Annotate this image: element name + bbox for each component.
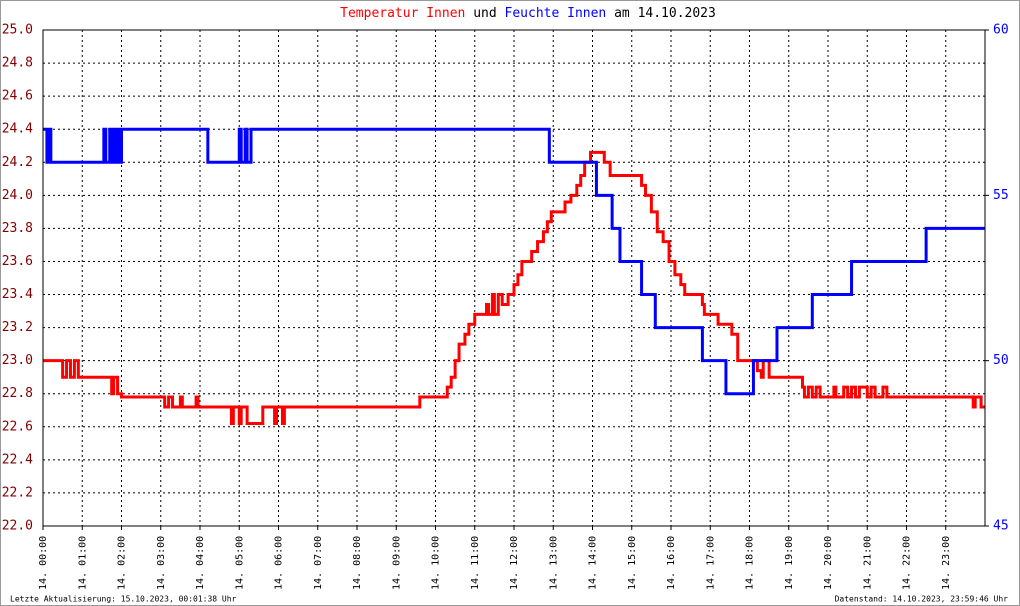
x-tick-label: 14. 02:00 [117, 536, 128, 590]
x-tick-label: 14. 15:00 [627, 536, 638, 590]
x-tick-label: 14. 20:00 [823, 536, 834, 590]
y-tick-label: 23.2 [2, 320, 33, 335]
y-tick-label: 25.0 [2, 23, 33, 38]
x-tick-label: 14. 14:00 [588, 536, 599, 590]
footer-left: Letzte Aktualisierung: 15.10.2023, 00:01… [10, 595, 237, 604]
y-tick-label: 23.0 [2, 353, 33, 368]
x-tick-label: 14. 22:00 [902, 536, 913, 590]
x-tick-label: 14. 23:00 [941, 536, 952, 590]
x-tick-label: 14. 03:00 [156, 536, 167, 590]
y-tick-label: 22.8 [2, 386, 33, 401]
x-tick-label: 14. 18:00 [745, 536, 756, 590]
x-tick-label: 14. 00:00 [38, 536, 49, 590]
x-tick-label: 14. 01:00 [77, 536, 88, 590]
x-tick-label: 14. 08:00 [352, 536, 363, 590]
title-series-1: Temperatur Innen [340, 6, 465, 21]
y-tick-label: 23.4 [2, 287, 33, 302]
y-tick-label: 22.6 [2, 419, 33, 434]
y-tick-label: 22.2 [2, 485, 33, 500]
x-tick-label: 14. 13:00 [548, 536, 559, 590]
x-tick-label: 14. 05:00 [234, 536, 245, 590]
y2-tick-label: 45 [993, 519, 1009, 534]
y-tick-label: 22.0 [2, 519, 33, 534]
x-tick-label: 14. 11:00 [470, 536, 481, 590]
y2-tick-label: 50 [993, 353, 1009, 368]
y-tick-label: 24.6 [2, 89, 33, 104]
y-tick-label: 22.4 [2, 452, 33, 467]
series-line [43, 150, 985, 425]
x-tick-label: 14. 10:00 [431, 536, 442, 590]
y2-tick-label: 55 [993, 188, 1009, 203]
title-date: am 14.10.2023 [614, 6, 716, 21]
y-tick-label: 24.4 [2, 122, 33, 137]
y-tick-label: 23.6 [2, 254, 33, 269]
x-tick-label: 14. 21:00 [862, 536, 873, 590]
y-tick-label: 24.2 [2, 155, 33, 170]
y-tick-label: 24.8 [2, 56, 33, 71]
x-tick-label: 14. 04:00 [195, 536, 206, 590]
chart-title: Temperatur Innen und Feuchte Innen am 14… [340, 6, 716, 21]
title-connector: und [473, 6, 496, 21]
x-tick-label: 14. 06:00 [274, 536, 285, 590]
x-tick-label: 14. 17:00 [705, 536, 716, 590]
title-series-2: Feuchte Innen [505, 6, 607, 21]
y-tick-label: 24.0 [2, 188, 33, 203]
footer-right: Datenstand: 14.10.2023, 23:59:46 Uhr [835, 595, 1009, 604]
y-tick-label: 23.8 [2, 221, 33, 236]
series-line [43, 127, 985, 396]
x-tick-label: 14. 16:00 [666, 536, 677, 590]
x-tick-label: 14. 12:00 [509, 536, 520, 590]
plot-frame [42, 29, 986, 527]
x-tick-label: 14. 07:00 [313, 536, 324, 590]
x-tick-label: 14. 19:00 [784, 536, 795, 590]
y2-tick-label: 60 [993, 23, 1009, 38]
x-tick-label: 14. 09:00 [391, 536, 402, 590]
